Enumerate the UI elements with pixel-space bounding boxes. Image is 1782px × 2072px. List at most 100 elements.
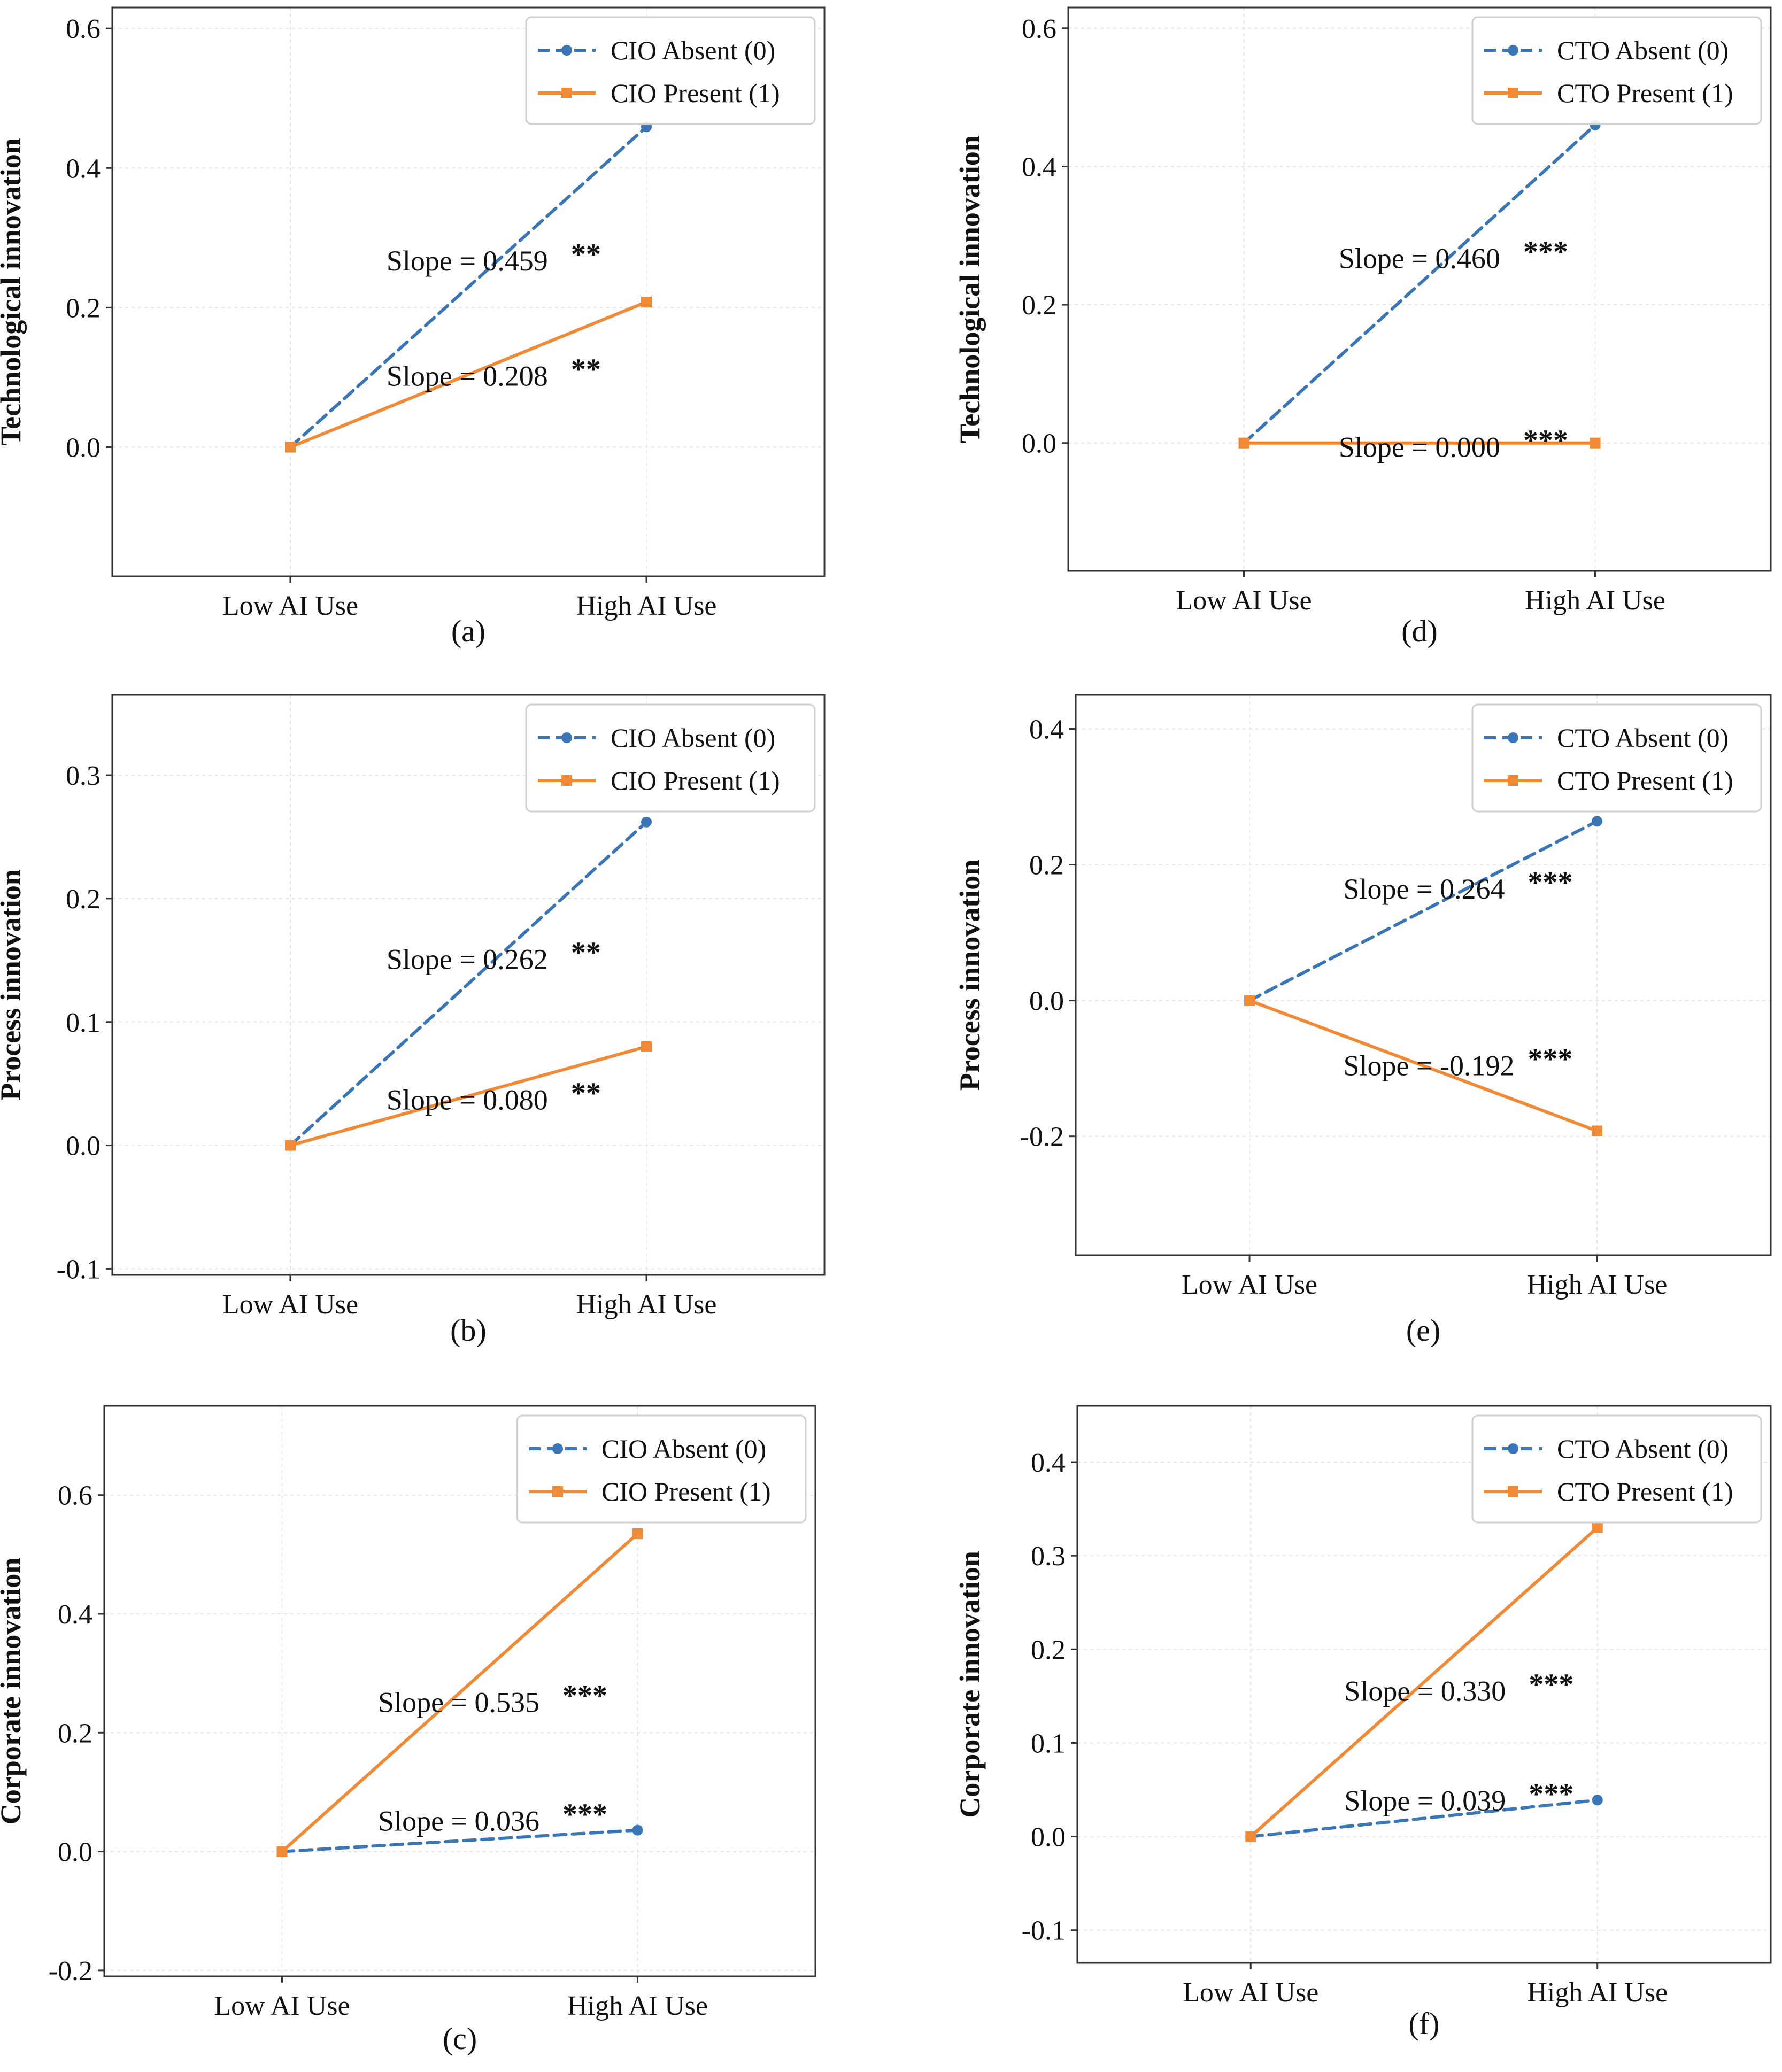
series-present [285,296,652,453]
legend-marker [561,45,572,56]
y-tick-label: 0.2 [58,1718,92,1749]
data-point [276,1846,288,1857]
panel-f: -0.1 0.0 0.1 0.2 0.3 0.4 Low AI Use High AI Use… [954,1405,1772,2041]
slope-annotation: Slope = 0.208 [387,360,548,392]
legend: CTO Absent (0) CTO Present (1) [1471,703,1762,813]
legend-label: CIO Absent (0) [601,1434,766,1464]
y-tick-label: -0.2 [1020,1122,1064,1153]
legend-marker [1508,1486,1518,1497]
legend: CIO Absent (0) CIO Present (1) [525,16,816,125]
data-point [1238,437,1249,449]
y-axis-label: Process innovation [0,869,27,1101]
series-line [289,125,648,449]
x-tick-label: Low AI Use [214,1991,350,2021]
legend-marker [561,732,572,743]
legend-marker [561,88,572,98]
y-tick-label: 0.0 [66,1131,101,1162]
significance-stars: *** [1529,1668,1573,1702]
y-tick-label: 0.2 [1031,1635,1066,1665]
series-line [289,1045,648,1147]
data-point [1592,1522,1603,1533]
data-point [1592,1795,1603,1806]
slope-annotation: Slope = 0.039 [1344,1785,1506,1817]
legend-marker [1508,88,1518,98]
x-tick-label: Low AI Use [1182,1270,1317,1300]
slope-annotation: Slope = 0.036 [378,1805,539,1837]
data-point [641,1041,652,1052]
legend: CTO Absent (0) CTO Present (1) [1471,1414,1762,1524]
y-tick-label: 0.0 [1029,986,1064,1017]
y-tick-label: 0.4 [66,153,101,184]
legend-marker [552,1486,563,1497]
slope-annotation: Slope = -0.192 [1344,1049,1515,1081]
data-point [1244,995,1255,1006]
legend-marker [1508,732,1518,743]
data-point [1592,816,1602,827]
significance-stars: ** [571,1077,601,1110]
data-point [1592,1125,1602,1136]
y-tick-label: 0.2 [1029,851,1064,881]
y-axis-label: Technological innovation [954,135,986,443]
panel-b: -0.1 0.0 0.1 0.2 0.3 Low AI Use High AI Use Pro… [0,694,826,1348]
data-point [1245,1831,1256,1842]
y-tick-label: 0.4 [1031,1448,1066,1478]
legend-box [1471,703,1762,813]
series-absent [1244,816,1602,1006]
significance-stars: *** [1523,236,1568,269]
data-point [641,816,652,828]
legend-label: CTO Absent (0) [1557,35,1729,65]
slope-annotation: Slope = 0.262 [387,943,548,975]
series-line [1249,1526,1599,1838]
series-present [276,1528,643,1857]
series-line [1248,999,1599,1133]
legend-box [525,703,816,813]
x-tick-label: Low AI Use [222,591,358,621]
x-tick-label: High AI Use [576,1289,717,1320]
y-tick-label: 0.0 [58,1837,92,1868]
x-tick-label: Low AI Use [222,1289,358,1320]
significance-stars: *** [562,1679,607,1712]
legend-label: CIO Present (1) [601,1476,771,1506]
y-tick-label: 0.4 [58,1599,92,1630]
panel-caption: (b) [450,1313,487,1348]
series-line [280,1828,639,1853]
y-tick-label: 0.0 [1031,1822,1066,1853]
legend-label: CTO Present (1) [1557,766,1733,795]
y-tick-label: 0.4 [1029,715,1064,745]
y-tick-label: 0.3 [1031,1541,1066,1572]
series-present [285,1041,652,1151]
series-absent [1238,119,1601,449]
slope-annotation: Slope = 0.459 [387,245,548,277]
plot-frame [111,6,826,577]
legend-box [1471,1414,1762,1524]
y-tick-label: 0.3 [66,761,101,791]
y-tick-label: 0.6 [1022,14,1056,44]
panel-caption: (d) [1401,614,1438,648]
slope-annotation: Slope = 0.330 [1344,1675,1506,1707]
panel-caption: (f) [1409,2006,1440,2041]
series-present [1244,995,1602,1136]
legend-box [1471,16,1762,125]
plot-frame [1076,1405,1772,1964]
data-point [285,442,296,453]
slope-annotation: Slope = 0.264 [1344,873,1505,905]
plot-frame [1075,694,1772,1256]
slope-annotation: Slope = 0.535 [378,1686,539,1718]
series-present [1238,437,1601,449]
series-line [289,300,648,449]
y-axis-label: Technological innovation [0,138,27,446]
legend-label: CTO Absent (0) [1557,723,1729,753]
x-tick-label: Low AI Use [1176,585,1312,616]
legend-label: CIO Present (1) [611,78,780,108]
data-point [1590,437,1601,449]
y-axis-label: Corporate innovation [954,1551,986,1818]
y-tick-label: 0.1 [1031,1728,1066,1759]
y-tick-label: 0.0 [1022,429,1056,459]
y-tick-label: 0.4 [1022,152,1056,182]
plot-frame [103,1405,816,1977]
significance-stars: *** [1528,1042,1573,1076]
panel-c: -0.2 0.0 0.2 0.4 0.6 Low AI Use High AI Use Cor… [0,1405,816,2056]
data-point [641,296,652,307]
significance-stars: *** [1529,1778,1573,1811]
